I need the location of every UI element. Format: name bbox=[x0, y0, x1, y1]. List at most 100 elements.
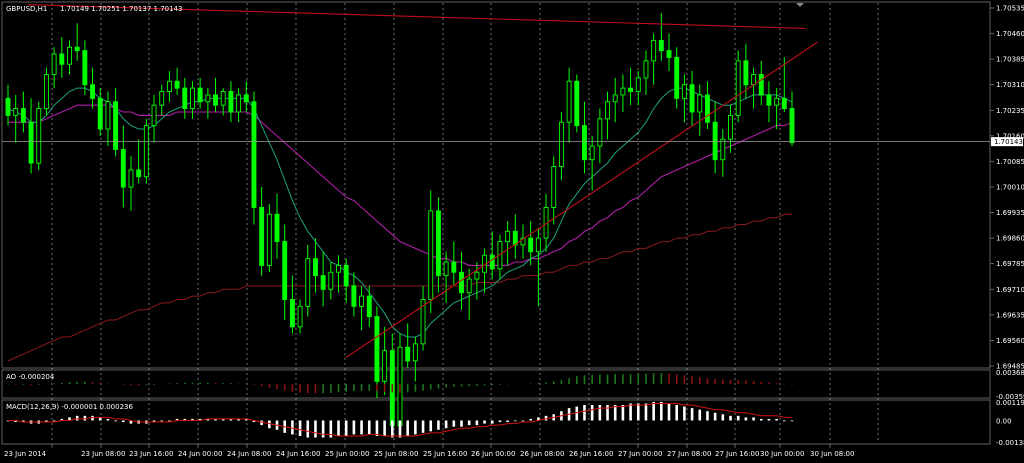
macd-bar bbox=[506, 420, 509, 423]
time-tick-label: 26 Jun 16:00 bbox=[569, 450, 613, 458]
main-pane-frame bbox=[1, 1, 991, 369]
price-tick-label: 1.70010 bbox=[996, 184, 1024, 192]
macd-bar bbox=[414, 420, 417, 435]
candle-body-bear bbox=[343, 264, 349, 287]
candle-body-bull bbox=[681, 84, 687, 99]
macd-bar bbox=[106, 418, 110, 421]
candle-body-bull bbox=[305, 258, 311, 307]
time-axis: 23 Jun 2014 23 Jun 08:00 23 Jun 16:00 24 Ju… bbox=[4, 444, 854, 458]
candle-body-bear bbox=[174, 80, 180, 89]
candle-body-bear bbox=[366, 295, 372, 318]
candle-body-bear bbox=[274, 213, 280, 243]
time-tick-label: 27 Jun 00:00 bbox=[618, 450, 662, 458]
ao-pane-frame bbox=[1, 369, 991, 399]
price-tick-label: 1.69860 bbox=[996, 235, 1024, 243]
candle-body-bear bbox=[251, 101, 257, 208]
macd-bar bbox=[314, 420, 317, 438]
time-tick-label: 24 Jun 16:00 bbox=[276, 450, 320, 458]
macd-bar bbox=[636, 403, 640, 421]
macd-tick-label: -0.001389 bbox=[996, 439, 1024, 447]
macd-tick-label: 0.00 bbox=[996, 417, 1012, 425]
candle-body-bear bbox=[320, 275, 326, 290]
candle-body-bull bbox=[266, 213, 272, 266]
macd-bar bbox=[683, 406, 686, 421]
candle-body-bear bbox=[435, 210, 441, 277]
chart-shift-marker[interactable] bbox=[796, 3, 804, 7]
candle-body-bull bbox=[605, 101, 610, 120]
candle-body-bear bbox=[351, 285, 357, 307]
price-tick-label: 1.70460 bbox=[996, 30, 1024, 38]
time-tick-label: 30 Jun 00:00 bbox=[760, 450, 804, 458]
candle-body-bear bbox=[213, 94, 218, 106]
macd-bar bbox=[306, 420, 310, 438]
macd-bar bbox=[759, 418, 763, 421]
candle-body-bull bbox=[443, 261, 449, 277]
candle-body-bull bbox=[620, 87, 626, 96]
macd-bar bbox=[406, 420, 409, 436]
candle-body-bear bbox=[374, 316, 380, 382]
trendline bbox=[345, 41, 818, 358]
candle-body-bull bbox=[190, 87, 195, 110]
macd-bar bbox=[291, 420, 294, 435]
price-tick-label: 1.69560 bbox=[996, 337, 1024, 345]
time-tick-label: 26 Jun 08:00 bbox=[520, 450, 564, 458]
macd-bar bbox=[298, 420, 302, 436]
macd-bar bbox=[260, 420, 263, 426]
bid-price-box bbox=[991, 137, 1023, 147]
candle-body-bull bbox=[466, 278, 472, 294]
macd-bar bbox=[60, 418, 64, 421]
candle-body-bear bbox=[228, 91, 234, 113]
macd-bar bbox=[783, 420, 786, 422]
macd-bar bbox=[544, 415, 548, 421]
candle-body-bear bbox=[705, 94, 710, 123]
macd-bar bbox=[736, 415, 740, 421]
macd-bar bbox=[713, 412, 717, 421]
candle-body-bull bbox=[612, 94, 618, 103]
candle-body-bull bbox=[474, 271, 480, 280]
macd-bar bbox=[214, 418, 217, 421]
macd-bar bbox=[352, 420, 356, 435]
macd-bar bbox=[206, 418, 210, 421]
macd-bar bbox=[498, 420, 502, 423]
candle-body-bull bbox=[166, 80, 172, 92]
candle-body-bear bbox=[282, 241, 288, 300]
macd-bar bbox=[160, 420, 164, 422]
candle-body-bear bbox=[512, 230, 518, 246]
macd-indicator: 0.001194 0.00 -0.001389 bbox=[6, 399, 1024, 447]
candle-body-bull bbox=[551, 166, 557, 208]
macd-bar bbox=[483, 420, 486, 424]
macd-bar bbox=[421, 420, 425, 433]
price-tick-label: 1.70310 bbox=[996, 81, 1024, 89]
trendlines[interactable] bbox=[27, 4, 818, 358]
candle-body-bull bbox=[220, 91, 226, 106]
price-tick-label: 1.69635 bbox=[996, 311, 1024, 319]
macd-bar bbox=[98, 417, 102, 421]
macd-bar bbox=[221, 418, 225, 421]
macd-bar bbox=[744, 417, 748, 421]
time-tick-label: 24 Jun 08:00 bbox=[227, 450, 271, 458]
macd-bar bbox=[268, 420, 271, 429]
macd-bar bbox=[644, 403, 648, 421]
macd-bar bbox=[452, 420, 456, 427]
candle-body-bear bbox=[658, 39, 664, 52]
symbol-label: GBPUSD,H1 bbox=[6, 5, 47, 13]
macd-bar bbox=[175, 418, 179, 421]
macd-bar bbox=[660, 401, 663, 421]
macd-bar bbox=[45, 420, 48, 423]
candle-body-bear bbox=[451, 261, 457, 273]
candle-body-bull bbox=[36, 108, 42, 164]
candle-body-bull bbox=[143, 125, 149, 178]
time-tick-label: 23 Jun 16:00 bbox=[129, 450, 173, 458]
macd-bar bbox=[675, 405, 679, 421]
candle-body-bull bbox=[535, 237, 541, 253]
candle-body-bear bbox=[59, 53, 65, 65]
macd-bar bbox=[114, 420, 117, 422]
ma-fast-line bbox=[7, 87, 793, 338]
candle-body-bull bbox=[428, 210, 434, 300]
candle-body-bull bbox=[589, 145, 595, 161]
candle-body-bull bbox=[420, 299, 426, 345]
trendline bbox=[27, 4, 806, 30]
macd-bar bbox=[398, 420, 402, 438]
macd-bar bbox=[521, 420, 525, 422]
